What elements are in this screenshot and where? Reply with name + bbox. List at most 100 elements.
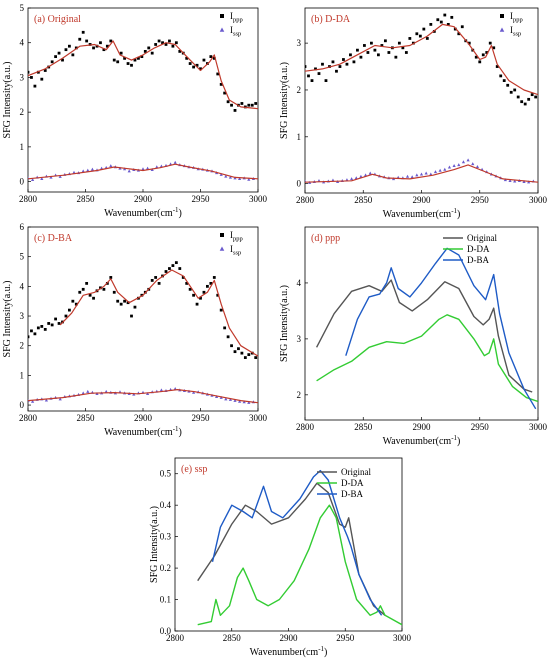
x-axis-label: Wavenumber(cm-1) — [104, 206, 182, 219]
data-point — [40, 325, 44, 328]
data-point — [33, 332, 37, 336]
panel-b: 2800 2850 2900 2950 3000 0 1 2 3 Wavenumber(cm-1)… — [279, 7, 548, 220]
data-point — [209, 281, 213, 285]
data-point — [99, 286, 102, 290]
data-point — [206, 284, 209, 288]
data-point — [178, 49, 182, 53]
data-point — [137, 56, 140, 60]
y-tick-label: 0.4 — [160, 500, 172, 510]
x-tick-label: 2850 — [77, 413, 96, 423]
series-line-D-BA — [345, 247, 537, 410]
x-axis-label: Wavenumber(cm-1) — [250, 645, 328, 658]
data-point — [238, 177, 242, 181]
data-point — [506, 83, 510, 87]
data-point — [349, 53, 352, 57]
data-point — [74, 302, 78, 306]
data-point — [109, 39, 113, 43]
data-point — [230, 103, 233, 107]
data-point — [305, 65, 307, 68]
data-point — [64, 48, 68, 52]
data-point — [527, 97, 531, 101]
data-point — [192, 293, 195, 297]
data-point — [224, 174, 228, 178]
y-tick-label: 4 — [297, 278, 302, 288]
data-point — [345, 62, 349, 66]
data-point — [92, 46, 95, 50]
series-Issp — [28, 160, 258, 182]
data-point — [383, 39, 387, 43]
data-point — [247, 353, 251, 357]
data-point — [404, 51, 408, 54]
legend-label: Ippp — [230, 11, 243, 24]
data-point — [359, 55, 363, 59]
data-point — [140, 55, 144, 59]
data-point — [133, 305, 137, 309]
y-tick-label: 6 — [20, 222, 25, 232]
x-tick-label: 2800 — [296, 195, 315, 205]
y-tick-label: 3 — [20, 311, 25, 321]
data-point — [373, 48, 377, 52]
data-point — [40, 177, 44, 181]
data-point — [223, 326, 227, 330]
legend-label: D-DA — [341, 478, 364, 488]
data-point — [513, 88, 517, 92]
data-point — [228, 397, 232, 401]
data-point — [174, 261, 178, 265]
data-point — [240, 351, 244, 355]
data-point — [438, 168, 442, 172]
series-line-Original — [197, 482, 386, 616]
y-tick-label: 0.1 — [160, 595, 171, 605]
fit-line — [28, 163, 258, 180]
data-point — [112, 58, 116, 62]
data-point — [495, 65, 499, 68]
series-Ippp — [28, 261, 258, 359]
x-axis-label: Wavenumber(cm-1) — [383, 207, 461, 220]
data-point — [247, 177, 251, 181]
data-point — [534, 95, 538, 99]
data-point — [31, 178, 35, 182]
legend-label: D-DA — [467, 244, 490, 254]
data-point — [68, 308, 71, 312]
data-point — [352, 60, 356, 64]
data-point — [238, 399, 242, 403]
plot-frame — [174, 457, 403, 632]
y-tick-label: 1 — [20, 370, 25, 380]
data-point — [123, 56, 126, 60]
y-tick-label: 3 — [20, 72, 25, 82]
data-point — [242, 400, 246, 404]
x-tick-label: 2850 — [354, 195, 373, 205]
data-point — [237, 347, 240, 351]
data-point — [47, 322, 51, 325]
plot-frame — [27, 226, 259, 412]
x-tick-label: 2850 — [77, 194, 96, 204]
data-point — [147, 46, 151, 50]
data-point — [363, 44, 366, 47]
data-point — [141, 167, 145, 171]
data-point — [342, 58, 345, 61]
data-point — [314, 67, 317, 71]
x-axis-label: Wavenumber(cm-1) — [383, 434, 461, 447]
data-point — [401, 46, 405, 50]
y-tick-label: 2 — [20, 341, 25, 351]
x-tick-label: 2800 — [166, 633, 185, 643]
legend-marker — [499, 27, 505, 32]
data-point — [226, 100, 230, 104]
data-point — [230, 344, 233, 348]
data-point — [509, 90, 513, 94]
plot-frame — [27, 7, 259, 193]
data-point — [516, 95, 520, 99]
series-Issp — [305, 158, 538, 184]
data-point — [350, 177, 354, 181]
data-point — [168, 267, 171, 270]
data-point — [254, 356, 258, 359]
data-point — [159, 388, 163, 392]
data-point — [523, 102, 527, 106]
legend-label: Original — [467, 233, 497, 243]
data-point — [321, 62, 324, 66]
data-point — [216, 293, 220, 297]
data-point — [366, 51, 370, 54]
data-point — [199, 67, 202, 71]
panel-title: (e) ssp — [181, 464, 207, 475]
data-point — [419, 172, 424, 176]
fit-line — [28, 40, 258, 110]
